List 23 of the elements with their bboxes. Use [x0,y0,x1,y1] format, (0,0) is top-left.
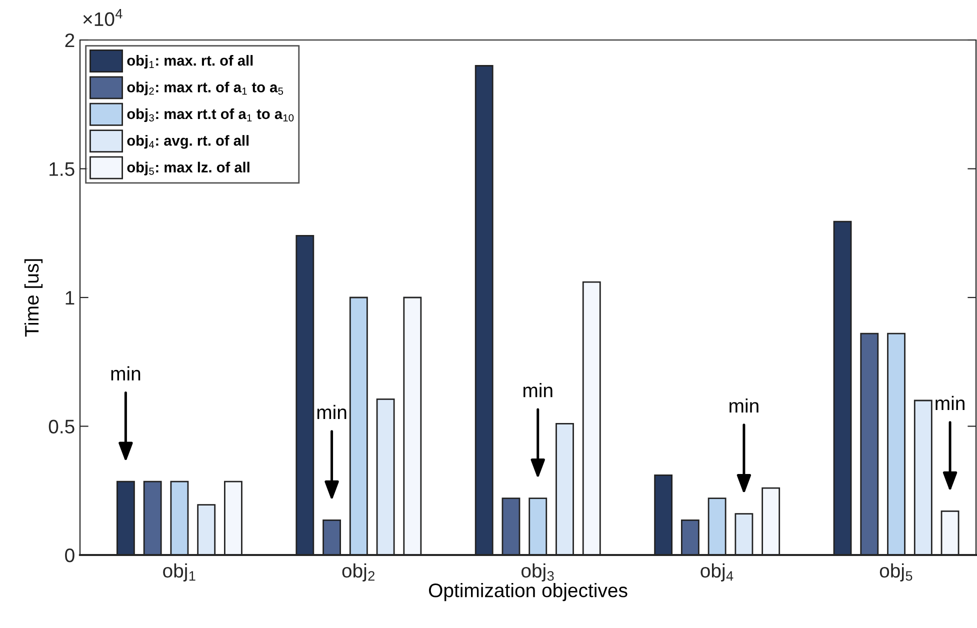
annotation: min [936,396,964,410]
y-tick-label: 1.5 [50,162,74,176]
x-axis-title: Optimization objectives [428,583,628,602]
y-tick-label: 1 [66,291,74,305]
legend-label: obj$_{3}$: max rt.t of a$_{1}$ to a$_{10}$ [127,108,294,122]
legend-label: obj$_{1}$: max. rt. of all [127,55,253,69]
annotation: min [523,383,552,398]
x-tick-label: obj$_{4}$ [700,563,734,582]
legend-label: obj$_{4}$: avg. rt. of all [127,135,249,149]
y-axis-title: Time [us] [24,259,43,337]
text: ×10$^{4}$ [83,9,122,26]
legend-label: obj$_{2}$: max rt. of a$_{1}$ to a$_{5}$ [127,82,284,96]
annotation: min [111,366,140,380]
legend-label: obj$_{5}$: max lz. of all [127,162,250,176]
annotation: min [730,398,758,413]
x-tick-label: obj$_{1}$ [163,563,196,582]
x-tick-label: obj$_{2}$ [342,563,374,582]
y-tick-label: 0 [65,548,74,562]
x-tick-label: obj$_{3}$ [521,563,554,582]
y-tick-label: 2 [65,33,74,48]
annotation: min [317,404,346,419]
x-tick-label: obj$_{5}$ [880,563,912,582]
y-tick-label: 0.5 [48,420,74,434]
